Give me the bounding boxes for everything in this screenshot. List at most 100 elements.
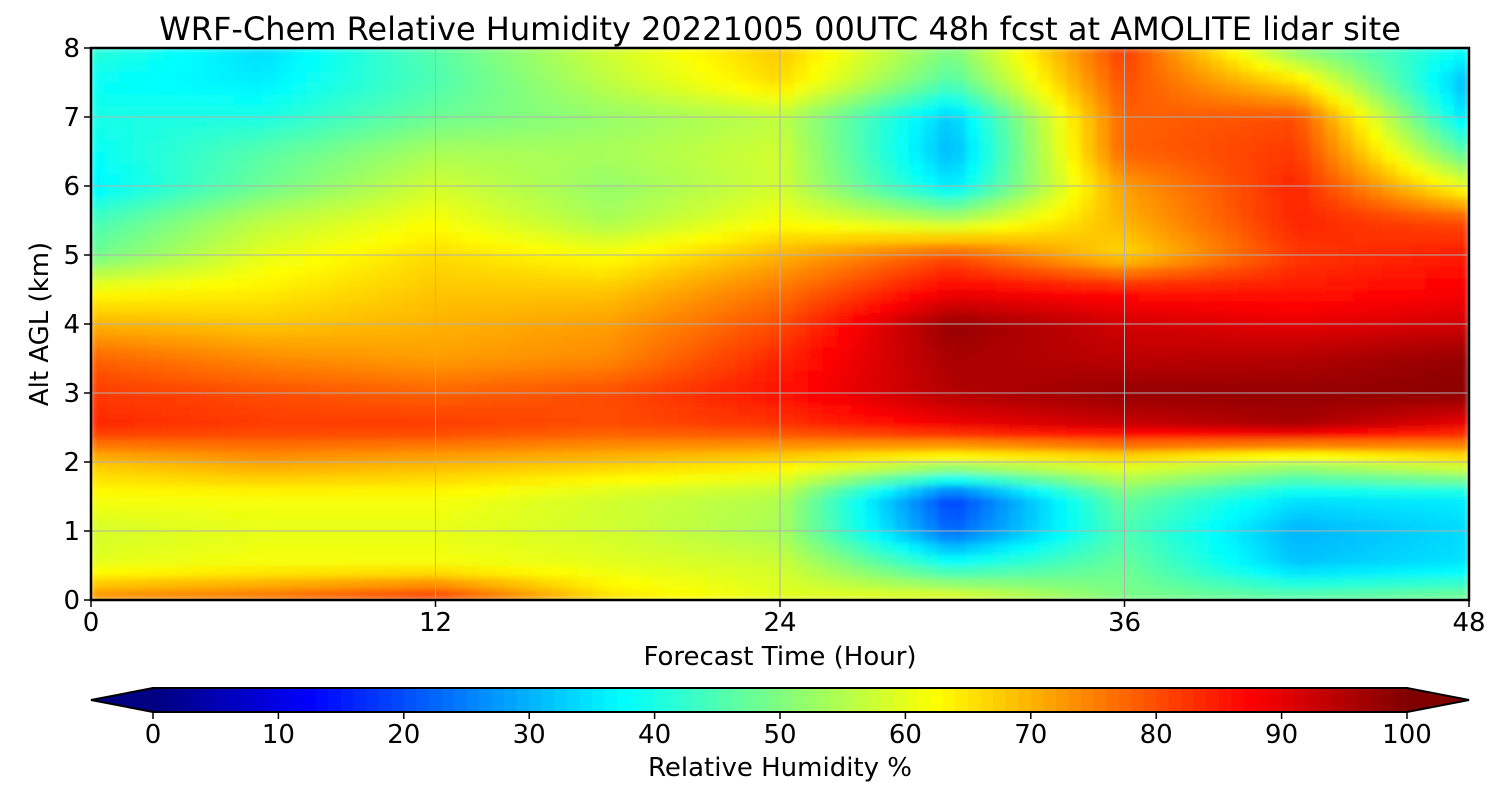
heatmap-cell [994,553,1011,566]
heatmap-cell [406,542,422,555]
heatmap-cell [449,415,465,428]
heatmap-cell [320,116,336,129]
heatmap-cell [1382,381,1398,394]
heatmap-cell [1238,48,1255,60]
heatmap-cell [1023,576,1039,589]
heatmap-cell [1454,128,1469,141]
heatmap-cell [779,404,795,417]
heatmap-cell [980,174,996,187]
heatmap-cell [190,346,207,359]
heatmap-cell [1095,519,1111,532]
heatmap-cell [750,519,767,532]
heatmap-cell [707,381,724,394]
heatmap-cell [190,588,207,600]
heatmap-cell [650,231,666,244]
heatmap-cell [492,220,508,233]
colorbar-segment [867,688,881,712]
heatmap-cell [91,507,106,520]
heatmap-cell [492,473,508,486]
heatmap-cell [1253,231,1269,244]
heatmap-cell [1382,266,1398,279]
heatmap-cell [521,300,537,313]
heatmap-cell [980,542,996,555]
heatmap-cell [564,576,580,589]
heatmap-cell [406,576,422,589]
heatmap-cell [1009,576,1025,589]
heatmap-cell [463,496,480,509]
heatmap-cell [1281,576,1298,589]
heatmap-cell [1195,289,1212,302]
heatmap-cell [750,162,767,175]
heatmap-cell [104,254,121,267]
heatmap-cell [176,473,192,486]
heatmap-cell [1454,105,1469,118]
heatmap-cell [937,323,953,336]
heatmap-cell [133,243,149,256]
heatmap-cell [879,300,896,313]
heatmap-cell [1310,82,1326,95]
heatmap-cell [722,392,738,405]
heatmap-cell [1224,162,1240,175]
heatmap-cell [592,300,609,313]
heatmap-cell [750,312,767,325]
heatmap-cell [851,174,867,187]
heatmap-cell [1109,358,1125,371]
heatmap-cell [91,59,106,72]
heatmap-cell [1253,335,1269,348]
heatmap-cell [822,565,838,578]
heatmap-cell [1267,346,1283,359]
heatmap-cell [1037,323,1054,336]
heatmap-cell [980,438,996,451]
heatmap-cell [836,496,853,509]
heatmap-cell [1296,128,1312,141]
heatmap-cell [320,162,336,175]
heatmap-cell [104,277,121,290]
heatmap-cell [420,266,436,279]
heatmap-cell [234,174,250,187]
heatmap-cell [133,220,149,233]
heatmap-cell [836,208,853,221]
heatmap-cell [190,139,207,152]
heatmap-cell [176,266,192,279]
heatmap-cell [1080,507,1097,520]
heatmap-cell [793,82,810,95]
heatmap-cell [1210,530,1226,543]
heatmap-cell [822,588,838,600]
heatmap-cell [707,139,724,152]
heatmap-cell [1095,254,1111,267]
heatmap-cell [1109,346,1125,359]
heatmap-cell [1167,404,1183,417]
heatmap-cell [1052,128,1068,141]
colorbar-segment [993,688,1007,712]
heatmap-cell [1066,519,1082,532]
heatmap-cell [162,335,178,348]
heatmap-cell [822,266,838,279]
heatmap-cell [793,323,810,336]
heatmap-cell [750,116,767,129]
heatmap-cell [779,174,795,187]
heatmap-cell [1425,82,1441,95]
heatmap-cell [1009,243,1025,256]
heatmap-cell [449,139,465,152]
heatmap-cell [262,576,279,589]
heatmap-cell [1425,335,1441,348]
heatmap-cell [1124,496,1140,509]
heatmap-cell [808,312,824,325]
heatmap-cell [377,231,393,244]
heatmap-cell [1324,289,1341,302]
heatmap-cell [377,220,393,233]
heatmap-cell [793,243,810,256]
heatmap-cell [91,519,106,532]
heatmap-cell [679,461,695,474]
heatmap-cell [1181,473,1197,486]
heatmap-cell [262,220,279,233]
colorbar-segment [1106,688,1120,712]
heatmap-cell [1066,335,1082,348]
heatmap-cell [908,105,925,118]
heatmap-cell [693,174,709,187]
heatmap-cell [808,553,824,566]
heatmap-cell [1080,484,1097,497]
heatmap-cell [348,151,365,164]
heatmap-cell [1324,93,1341,106]
heatmap-cell [1368,392,1384,405]
